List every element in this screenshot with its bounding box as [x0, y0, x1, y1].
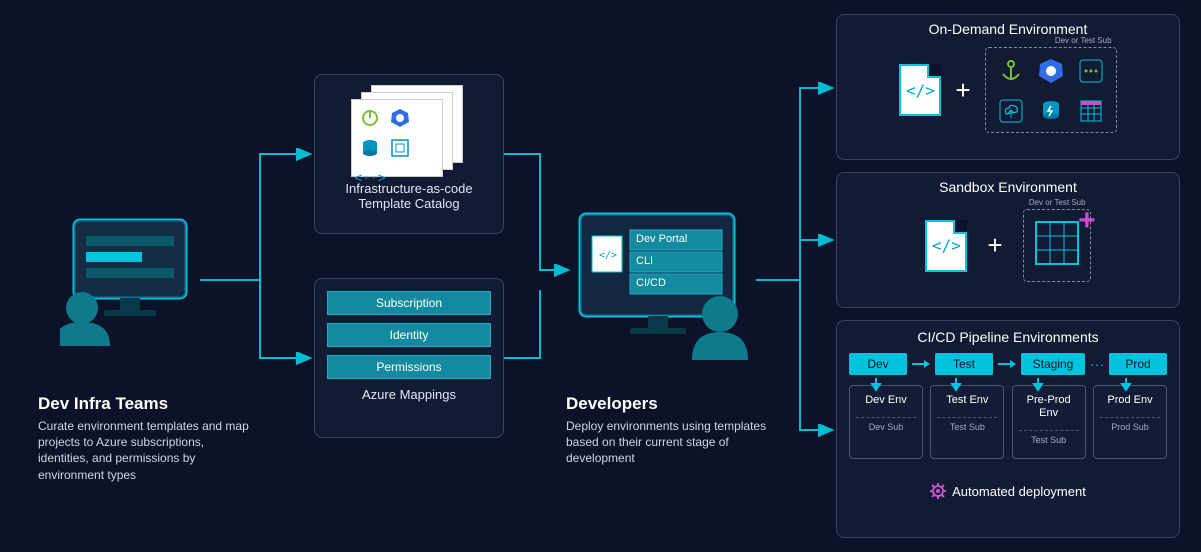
flow-arrows: [0, 0, 1201, 552]
